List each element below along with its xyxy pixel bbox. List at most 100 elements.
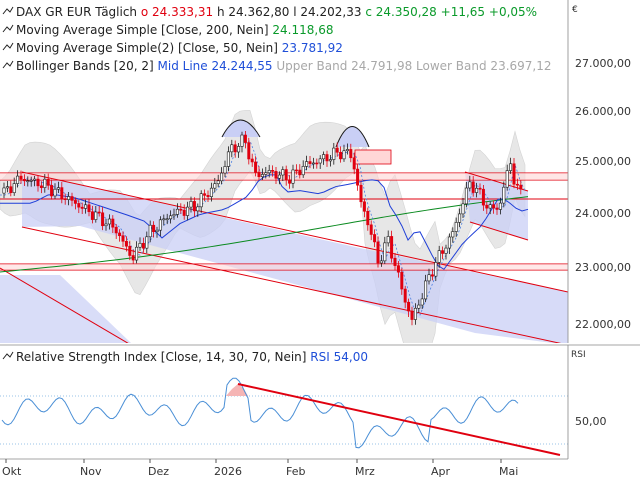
candle-body xyxy=(318,158,322,164)
candle-body xyxy=(189,201,193,208)
candle-body xyxy=(5,186,9,189)
candle-body xyxy=(104,223,108,227)
candle-body xyxy=(182,209,186,216)
candle-body xyxy=(73,200,77,204)
indicator-line-icon xyxy=(2,24,14,33)
candle-body xyxy=(362,201,366,212)
candle-body xyxy=(294,169,298,172)
bb-upper-value: Upper Band 24.791,98 xyxy=(276,59,413,73)
candle-body xyxy=(148,224,152,238)
candle-body xyxy=(468,181,472,189)
candle-body xyxy=(403,288,407,303)
candle-body xyxy=(63,198,67,201)
candle-body xyxy=(213,183,217,189)
legend-rsi[interactable]: Relative Strength Index [Close, 14, 30, … xyxy=(2,349,368,365)
candle-body xyxy=(328,159,332,162)
instrument-name: DAX GR EUR xyxy=(16,5,92,19)
month-label-dez: Dez xyxy=(148,465,169,478)
candle-body xyxy=(410,310,414,320)
candle-body xyxy=(209,187,213,197)
candle-body xyxy=(277,174,281,179)
candle-body xyxy=(237,146,241,153)
candle-body xyxy=(369,224,373,235)
instrument-header[interactable]: DAX GR EUR Täglich o 24.333,31 h 24.362,… xyxy=(2,4,537,20)
price-tick: 27.000,00 xyxy=(575,57,631,70)
candle-body xyxy=(155,229,159,233)
candle-body xyxy=(226,151,230,167)
downtrend-lower-line xyxy=(21,226,562,343)
candle-body xyxy=(339,151,343,160)
candle-body xyxy=(46,178,50,186)
price-tick: 23.000,00 xyxy=(575,261,631,274)
downtrend-upper-line xyxy=(21,171,568,293)
candle-body xyxy=(172,214,176,217)
candle-body xyxy=(308,161,312,164)
candle-body xyxy=(131,255,135,261)
time-axis: Okt Nov Dez 2026 Feb Mrz Apr Mai xyxy=(0,458,568,478)
candle-body xyxy=(87,204,91,213)
candle-body xyxy=(26,180,30,183)
price-tick: 26.000,00 xyxy=(575,105,631,118)
month-label-apr: Apr xyxy=(431,465,451,478)
candle-body xyxy=(165,218,169,221)
candle-body xyxy=(288,179,292,184)
candle-body xyxy=(162,218,166,221)
candle-body xyxy=(250,158,254,163)
candle-body xyxy=(400,271,404,290)
candle-body xyxy=(216,180,220,185)
rsi-label: Relative Strength Index [Close, 14, 30, … xyxy=(16,350,307,364)
ma200-value: 24.118,68 xyxy=(272,23,334,37)
candle-body xyxy=(509,163,513,171)
rsi-overbought-fill xyxy=(226,384,248,396)
candle-body xyxy=(359,184,363,203)
candle-body xyxy=(478,187,482,190)
month-label-nov: Nov xyxy=(80,465,102,478)
candle-body xyxy=(128,245,132,256)
candle-body xyxy=(97,211,101,214)
candle-body xyxy=(366,210,370,226)
rsi-axis: RSI 50,00 xyxy=(567,345,607,459)
candle-body xyxy=(502,186,506,204)
candle-body xyxy=(39,185,43,188)
open-value: o 24.333,31 xyxy=(140,5,214,19)
candle-body xyxy=(305,161,309,167)
candle-body xyxy=(505,170,509,188)
candle-body xyxy=(352,157,356,170)
rsi-value: RSI 54,00 xyxy=(310,350,368,364)
candle-body xyxy=(67,196,71,200)
indicator-line-icon xyxy=(2,60,14,69)
candle-body xyxy=(322,154,326,160)
candle-body xyxy=(101,212,105,227)
candle-body xyxy=(9,186,13,194)
candle-body xyxy=(257,171,261,178)
candle-body xyxy=(417,304,421,309)
legend-bollinger[interactable]: Bollinger Bands [20, 2] Mid Line 24.244,… xyxy=(2,58,552,74)
lower-trend-channel-fill xyxy=(0,275,131,343)
candle-body xyxy=(247,142,251,160)
candle-body xyxy=(80,206,84,209)
short-trend-line-lower xyxy=(469,221,529,241)
candle-body xyxy=(114,226,118,234)
candle-body xyxy=(186,206,190,216)
upper-trend-channel-fill xyxy=(22,172,568,343)
candle-body xyxy=(22,178,26,182)
candle-body xyxy=(451,231,455,238)
rsi-pane[interactable] xyxy=(0,377,568,456)
candle-body xyxy=(16,175,20,184)
candle-body xyxy=(135,246,139,261)
candle-body xyxy=(70,196,74,201)
candle-body xyxy=(199,193,203,208)
candle-body xyxy=(332,147,336,160)
candle-body xyxy=(121,235,125,242)
candle-body xyxy=(158,219,162,231)
legend-ma50[interactable]: Moving Average Simple(2) [Close, 50, Nei… xyxy=(2,40,343,56)
candle-body xyxy=(424,280,428,300)
high-value: h 24.362,80 xyxy=(216,5,290,19)
indicator-line-icon xyxy=(2,42,14,51)
bb-label: Bollinger Bands [20, 2] xyxy=(16,59,154,73)
price-pane[interactable] xyxy=(0,110,568,381)
month-label-feb: Feb xyxy=(286,465,305,478)
candle-body xyxy=(488,204,492,209)
legend-ma200[interactable]: Moving Average Simple [Close, 200, Nein]… xyxy=(2,22,333,38)
